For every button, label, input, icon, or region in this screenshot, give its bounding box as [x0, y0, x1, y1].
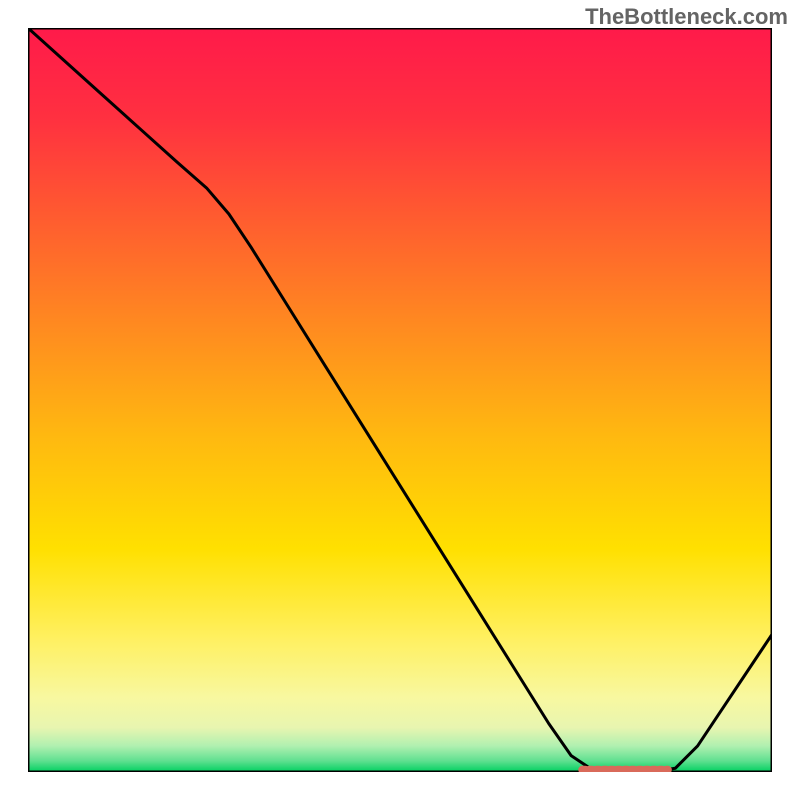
plot-area — [28, 28, 772, 772]
chart-svg — [28, 28, 772, 772]
watermark-text: TheBottleneck.com — [585, 4, 788, 30]
chart-container: TheBottleneck.com — [0, 0, 800, 800]
gradient-background — [28, 28, 772, 772]
